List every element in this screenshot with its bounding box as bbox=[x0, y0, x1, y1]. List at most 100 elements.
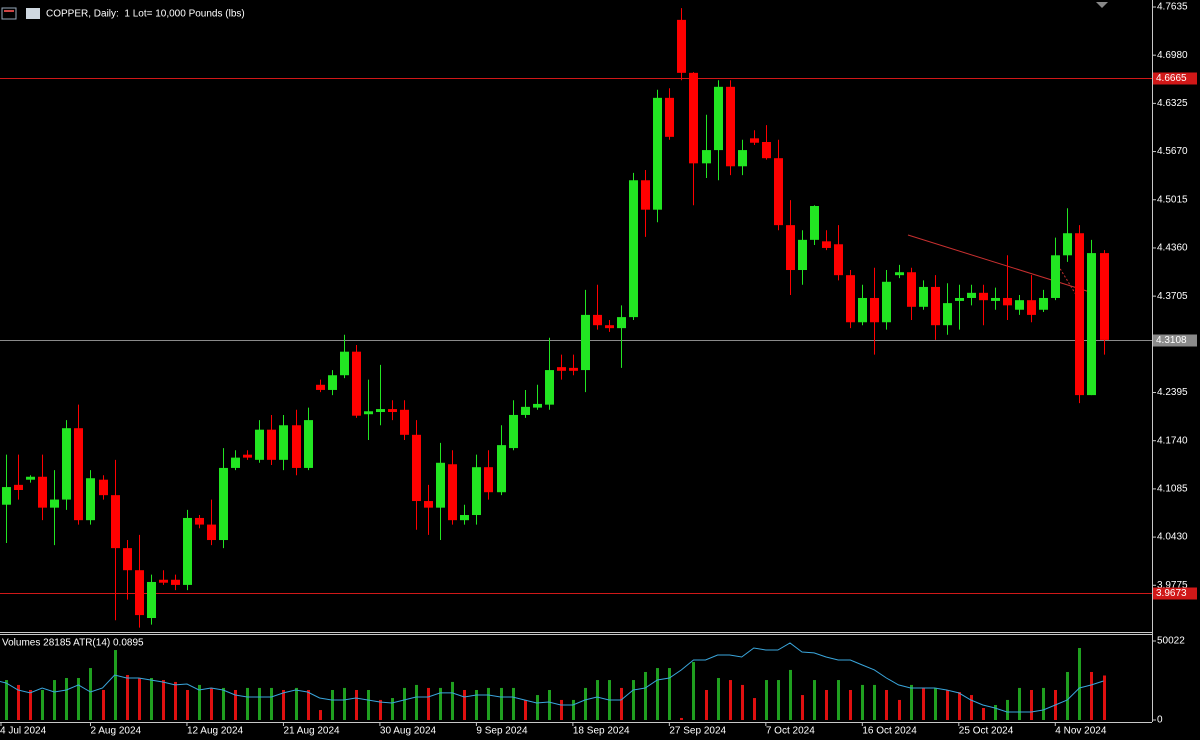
volume-bar bbox=[825, 689, 828, 720]
candle-body bbox=[38, 476, 47, 508]
volume-bar bbox=[801, 695, 804, 720]
candle-body bbox=[243, 454, 252, 458]
candle-body bbox=[1015, 300, 1024, 310]
volume-bar bbox=[355, 689, 358, 720]
volume-bar bbox=[910, 684, 913, 720]
x-tick-label: 25 Oct 2024 bbox=[959, 726, 1014, 737]
volume-tick-label: 50022 bbox=[1157, 636, 1185, 647]
volume-bar bbox=[102, 689, 105, 720]
candle-body bbox=[521, 406, 530, 415]
volume-bar bbox=[150, 677, 153, 720]
header: COPPER, Daily: 1 Lot= 10,000 Pounds (lbs… bbox=[1, 7, 245, 20]
volume-bar bbox=[934, 687, 937, 720]
candle-body bbox=[304, 420, 313, 468]
candle-body bbox=[2, 487, 11, 505]
level-label-box bbox=[1153, 587, 1197, 600]
candle-body bbox=[714, 86, 723, 151]
y-tick-label: 3.9775 bbox=[1157, 580, 1188, 591]
candle-body bbox=[1075, 233, 1084, 396]
volume-bar bbox=[873, 684, 876, 720]
candle-body bbox=[159, 579, 168, 583]
candle-body bbox=[436, 462, 445, 508]
candle-body bbox=[62, 428, 71, 500]
volume-bar bbox=[524, 699, 527, 720]
candle-body bbox=[907, 272, 916, 307]
volume-bar bbox=[1030, 689, 1033, 720]
volume-bar bbox=[982, 707, 985, 720]
candle-body bbox=[207, 524, 216, 541]
candle-body bbox=[882, 281, 891, 323]
volume-bar bbox=[946, 689, 949, 720]
candle-body bbox=[123, 548, 132, 571]
icon bbox=[1, 7, 17, 20]
level-label: 4.6665 bbox=[1156, 73, 1187, 84]
volume-bar bbox=[307, 689, 310, 720]
volume-bar bbox=[5, 680, 8, 720]
volume-bar bbox=[319, 710, 322, 720]
volume-bar bbox=[198, 684, 201, 720]
candle-body bbox=[1003, 297, 1012, 306]
volume-bar bbox=[114, 650, 117, 720]
candle-body bbox=[388, 409, 397, 413]
candle-body bbox=[1087, 253, 1096, 396]
volume-bar bbox=[186, 689, 189, 720]
candle-body bbox=[1051, 255, 1060, 298]
candle-body bbox=[448, 464, 457, 521]
volume-bar bbox=[246, 687, 249, 720]
candle-body bbox=[412, 434, 421, 502]
candle-body bbox=[858, 297, 867, 323]
volume-bar bbox=[475, 689, 478, 720]
volume-bar bbox=[560, 699, 563, 720]
candle-body bbox=[726, 86, 735, 167]
volume-bar bbox=[861, 684, 864, 720]
candle-body bbox=[171, 579, 180, 585]
volume-bar bbox=[391, 698, 394, 720]
y-tick-label: 4.2395 bbox=[1157, 387, 1188, 398]
y-tick-label: 4.1085 bbox=[1157, 484, 1188, 495]
volume-bar bbox=[29, 689, 32, 720]
volume-bar bbox=[548, 689, 551, 720]
candle-body bbox=[846, 275, 855, 323]
candle-body bbox=[183, 517, 192, 585]
level-label-box bbox=[1153, 72, 1197, 85]
volume-bar bbox=[584, 687, 587, 720]
level-label: 3.9673 bbox=[1156, 588, 1187, 599]
x-tick-label: 4 Nov 2024 bbox=[1055, 726, 1107, 737]
candle-body bbox=[834, 244, 843, 276]
volume-tick-label: 0 bbox=[1157, 715, 1163, 726]
volume-bar bbox=[379, 699, 382, 720]
volume-bar bbox=[741, 684, 744, 720]
candle-body bbox=[895, 272, 904, 276]
volume-bar bbox=[536, 695, 539, 720]
candle-body bbox=[689, 72, 698, 164]
volume-bar bbox=[162, 680, 165, 720]
volume-bar bbox=[222, 687, 225, 720]
x-tick-label: 30 Aug 2024 bbox=[380, 726, 437, 737]
level-label: 4.3108 bbox=[1156, 335, 1187, 346]
volume-bar bbox=[343, 687, 346, 720]
volume-bar bbox=[65, 677, 68, 720]
candle-body bbox=[581, 314, 590, 371]
volume-bar bbox=[17, 684, 20, 720]
candle-body bbox=[1027, 300, 1036, 315]
volume-bar bbox=[210, 687, 213, 720]
candle-body bbox=[605, 325, 614, 329]
candle-body bbox=[460, 515, 469, 521]
volume-bar bbox=[415, 684, 418, 720]
volume-bar bbox=[174, 681, 177, 720]
candle-body bbox=[943, 303, 952, 326]
trade-line bbox=[1055, 261, 1079, 299]
x-tick-label: 21 Aug 2024 bbox=[283, 726, 340, 737]
x-tick-label: 4 Jul 2024 bbox=[0, 726, 47, 737]
x-tick-label: 27 Sep 2024 bbox=[669, 726, 726, 737]
volume-bar bbox=[885, 689, 888, 720]
candle-body bbox=[750, 138, 759, 143]
candle-body bbox=[255, 429, 264, 460]
volume-bar bbox=[644, 671, 647, 720]
candle-body bbox=[991, 297, 1000, 301]
volume-bar bbox=[753, 698, 756, 720]
candle-body bbox=[798, 239, 807, 271]
volume-bar bbox=[620, 687, 623, 720]
candle-body bbox=[509, 414, 518, 449]
